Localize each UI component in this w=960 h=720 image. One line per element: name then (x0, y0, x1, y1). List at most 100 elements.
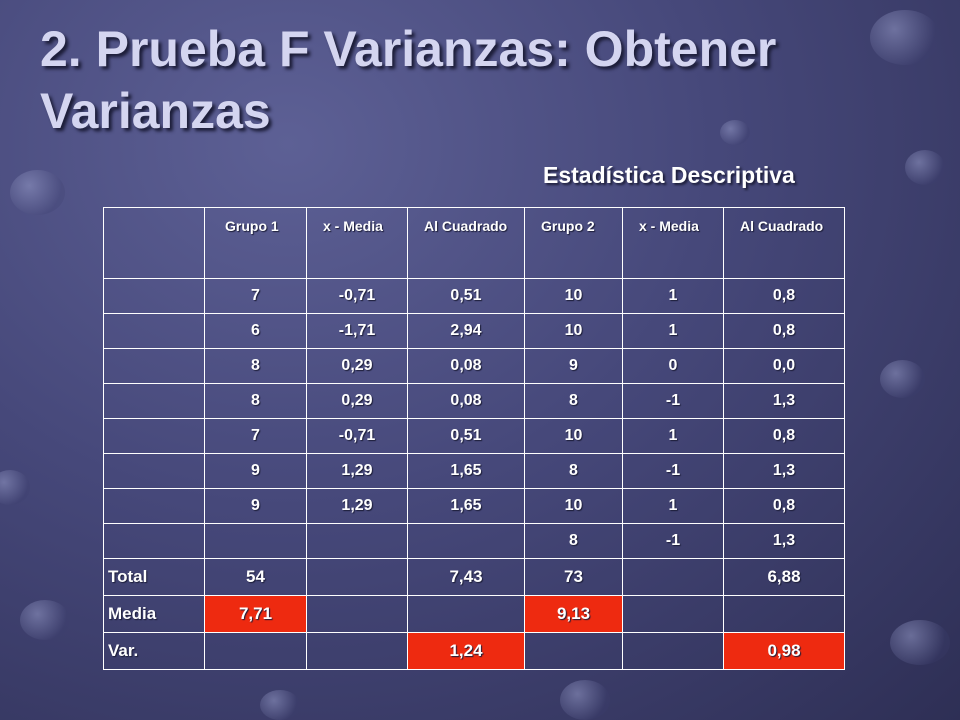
empty-cell (622, 558, 724, 596)
empty-cell (306, 558, 408, 596)
cell-al-cuadrado-2: 0,8 (723, 313, 845, 349)
cell-grupo-2: 9 (524, 348, 623, 384)
data-rows: 7 -0,71 0,51 10 1 0,8 6 -1,71 2,94 10 1 0,8 8 0,29 0,0… (103, 278, 845, 559)
cell-al-cuadrado-2: 1,3 (723, 453, 845, 489)
cell-x-media-2: 0 (622, 348, 724, 384)
cell-x-media-1: 1,29 (306, 488, 408, 524)
cell-al-cuadrado-2: 1,3 (723, 383, 845, 419)
cell-x-media-2: -1 (622, 523, 724, 559)
bubble-decoration (890, 620, 950, 665)
var-grupo-2: 0,98 (723, 632, 845, 670)
cell-al-cuadrado-2: 0,8 (723, 278, 845, 314)
cell-x-media-2: -1 (622, 453, 724, 489)
empty-cell (622, 595, 724, 633)
media-grupo-2: 9,13 (524, 595, 623, 633)
empty-cell (306, 632, 408, 670)
bubble-decoration (880, 360, 925, 398)
header-grupo-2: Grupo 2 (524, 207, 623, 279)
empty-cell (103, 418, 205, 454)
cell-al-cuadrado-1: 0,51 (407, 278, 525, 314)
cell-x-media-1: -0,71 (306, 278, 408, 314)
cell-grupo-1: 8 (204, 383, 307, 419)
cell-al-cuadrado-1: 1,65 (407, 488, 525, 524)
cell-x-media-1 (306, 523, 408, 559)
cell-grupo-2: 10 (524, 488, 623, 524)
table-subtitle: Estadística Descriptiva (543, 162, 795, 188)
cell-x-media-1: 0,29 (306, 348, 408, 384)
empty-cell (407, 595, 525, 633)
cell-grupo-2: 10 (524, 278, 623, 314)
cell-al-cuadrado-2: 0,8 (723, 418, 845, 454)
table-row: 7 -0,71 0,51 10 1 0,8 (103, 418, 845, 454)
cell-x-media-2: -1 (622, 383, 724, 419)
empty-cell (204, 632, 307, 670)
cell-grupo-1 (204, 523, 307, 559)
table-row: 9 1,29 1,65 10 1 0,8 (103, 488, 845, 524)
empty-cell (103, 313, 205, 349)
total-cuadrado-2: 6,88 (723, 558, 845, 596)
variance-table: Grupo 1 x - Media Al Cuadrado Grupo 2 x … (103, 207, 845, 670)
empty-cell (103, 383, 205, 419)
empty-cell (103, 453, 205, 489)
bubble-decoration (560, 680, 610, 720)
total-grupo-2: 73 (524, 558, 623, 596)
total-cuadrado-1: 7,43 (407, 558, 525, 596)
slide-title: 2. Prueba F Varianzas: Obtener Varianzas (40, 21, 777, 139)
empty-cell (103, 348, 205, 384)
bubble-decoration (10, 170, 65, 215)
cell-grupo-1: 7 (204, 418, 307, 454)
media-row: Media 7,71 9,13 (103, 595, 845, 633)
empty-cell (306, 595, 408, 633)
total-grupo-1: 54 (204, 558, 307, 596)
cell-x-media-1: -0,71 (306, 418, 408, 454)
empty-cell (524, 632, 623, 670)
cell-grupo-1: 9 (204, 453, 307, 489)
table-row: 9 1,29 1,65 8 -1 1,3 (103, 453, 845, 489)
table-row: 6 -1,71 2,94 10 1 0,8 (103, 313, 845, 349)
header-grupo-1: Grupo 1 (204, 207, 307, 279)
cell-al-cuadrado-2: 1,3 (723, 523, 845, 559)
total-label: Total (103, 558, 205, 596)
empty-cell (103, 488, 205, 524)
empty-cell (723, 595, 845, 633)
header-row: Grupo 1 x - Media Al Cuadrado Grupo 2 x … (103, 207, 845, 279)
header-al-cuadrado-2: Al Cuadrado (723, 207, 845, 279)
cell-x-media-2: 1 (622, 488, 724, 524)
bubble-decoration (905, 150, 945, 185)
empty-cell (103, 523, 205, 559)
cell-grupo-2: 10 (524, 418, 623, 454)
empty-cell (622, 632, 724, 670)
table-row: 8 -1 1,3 (103, 523, 845, 559)
total-row: Total 54 7,43 73 6,88 (103, 558, 845, 596)
media-grupo-1: 7,71 (204, 595, 307, 633)
cell-x-media-1: 1,29 (306, 453, 408, 489)
table-row: 7 -0,71 0,51 10 1 0,8 (103, 278, 845, 314)
cell-x-media-2: 1 (622, 313, 724, 349)
cell-al-cuadrado-2: 0,0 (723, 348, 845, 384)
empty-cell (103, 207, 205, 279)
cell-grupo-1: 6 (204, 313, 307, 349)
header-al-cuadrado-1: Al Cuadrado (407, 207, 525, 279)
header-x-media-2: x - Media (622, 207, 724, 279)
cell-grupo-2: 8 (524, 453, 623, 489)
cell-grupo-2: 8 (524, 383, 623, 419)
var-row: Var. 1,24 0,98 (103, 632, 845, 670)
cell-al-cuadrado-1: 0,08 (407, 383, 525, 419)
cell-grupo-1: 8 (204, 348, 307, 384)
cell-al-cuadrado-1: 1,65 (407, 453, 525, 489)
cell-x-media-2: 1 (622, 278, 724, 314)
cell-grupo-1: 7 (204, 278, 307, 314)
bubble-decoration (20, 600, 70, 640)
bubble-decoration (720, 120, 750, 145)
cell-al-cuadrado-1 (407, 523, 525, 559)
cell-al-cuadrado-2: 0,8 (723, 488, 845, 524)
bubble-decoration (870, 10, 940, 65)
var-grupo-1: 1,24 (407, 632, 525, 670)
cell-grupo-2: 10 (524, 313, 623, 349)
cell-x-media-2: 1 (622, 418, 724, 454)
cell-x-media-1: 0,29 (306, 383, 408, 419)
cell-al-cuadrado-1: 2,94 (407, 313, 525, 349)
empty-cell (103, 278, 205, 314)
var-label: Var. (103, 632, 205, 670)
